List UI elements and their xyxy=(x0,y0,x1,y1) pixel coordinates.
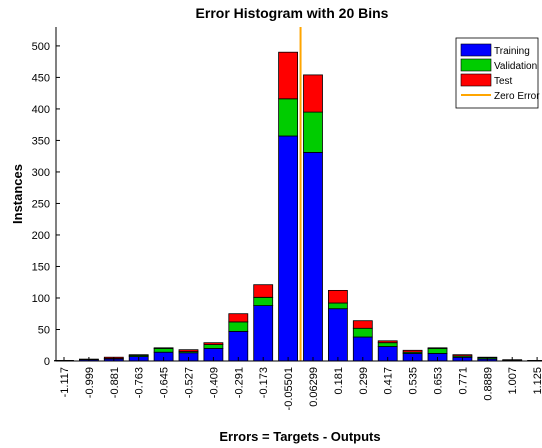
y-tick-label: 500 xyxy=(32,41,50,53)
x-tick-label: 0.181 xyxy=(333,367,345,395)
x-tick-label: 0.299 xyxy=(358,367,370,395)
x-tick-label: -0.173 xyxy=(258,367,270,398)
legend-label-test: Test xyxy=(494,76,513,87)
x-tick-label: -0.05501 xyxy=(283,367,295,410)
bar-test-13 xyxy=(377,340,398,344)
y-tick-label: 450 xyxy=(32,72,50,84)
x-tick-label: 1.007 xyxy=(507,367,519,395)
x-tick-label: -0.881 xyxy=(109,367,121,398)
bar-test-8 xyxy=(253,284,274,298)
bar-test-3 xyxy=(128,354,149,356)
bar-training-10 xyxy=(303,151,323,362)
x-axis-label: Errors = Targets - Outputs xyxy=(219,429,380,444)
bar-test-11 xyxy=(327,289,348,304)
x-tick-label: 0.653 xyxy=(433,367,445,395)
bar-test-5 xyxy=(178,349,199,353)
bar-validation-10 xyxy=(303,111,323,153)
bar-validation-4 xyxy=(153,347,174,353)
y-tick-label: 250 xyxy=(32,198,50,210)
legend-label-validation: Validation xyxy=(494,61,537,72)
bar-test-4 xyxy=(153,347,174,349)
x-tick-label: -0.291 xyxy=(233,367,245,398)
bar-validation-6 xyxy=(203,344,224,349)
x-tick-label: 0.771 xyxy=(457,367,469,395)
bar-validation-15 xyxy=(427,347,448,354)
y-axis-label: Instances xyxy=(10,164,25,224)
x-tick-label: 0.417 xyxy=(383,367,395,395)
y-tick-label: 350 xyxy=(32,135,50,147)
bar-test-7 xyxy=(228,313,249,323)
y-tick-label: 400 xyxy=(32,104,50,116)
x-tick-label: 0.535 xyxy=(408,367,420,395)
bar-training-8 xyxy=(253,305,274,362)
bar-validation-11 xyxy=(327,302,348,310)
x-tick-label: 0.8889 xyxy=(482,367,494,401)
x-tick-label: -0.645 xyxy=(159,367,171,398)
x-tick-label: -0.763 xyxy=(134,367,146,398)
legend-label-training: Training xyxy=(494,46,530,57)
bar-test-12 xyxy=(352,320,373,329)
legend-swatch-validation xyxy=(460,58,492,72)
bar-test-15 xyxy=(427,347,448,349)
x-tick-label: 0.06299 xyxy=(308,367,320,407)
x-tick-label: -0.409 xyxy=(208,367,220,398)
x-tick-label: -0.527 xyxy=(184,367,196,398)
bar-test-14 xyxy=(402,349,423,353)
bar-validation-9 xyxy=(278,98,299,137)
chart-title: Error Histogram with 20 Bins xyxy=(196,5,389,21)
x-tick-label: -0.999 xyxy=(84,367,96,398)
legend-swatch-training xyxy=(460,43,492,57)
y-tick-label: 0 xyxy=(44,356,50,368)
bar-test-10 xyxy=(303,74,323,113)
bar-training-11 xyxy=(327,308,348,362)
legend: Training Validation Test Zero Error xyxy=(455,37,540,109)
bar-validation-8 xyxy=(253,296,274,306)
legend-label-zero-error: Zero Error xyxy=(494,91,540,102)
bar-training-9 xyxy=(278,135,299,362)
x-tick-label: 1.125 xyxy=(532,367,542,395)
y-tick-label: 200 xyxy=(32,230,50,242)
bar-validation-7 xyxy=(228,321,249,332)
bar-validation-13 xyxy=(377,342,398,347)
y-tick-label: 150 xyxy=(32,261,50,273)
x-tick-label: -1.117 xyxy=(59,367,71,397)
y-tick-label: 100 xyxy=(32,293,50,305)
bar-test-9 xyxy=(278,51,299,100)
legend-swatch-test xyxy=(460,73,492,87)
bar-training-7 xyxy=(228,330,249,362)
bar-test-16 xyxy=(452,354,473,357)
y-tick-label: 300 xyxy=(32,167,50,179)
bar-validation-12 xyxy=(352,327,373,338)
y-tick-label: 50 xyxy=(38,324,50,336)
bar-test-6 xyxy=(203,342,224,346)
